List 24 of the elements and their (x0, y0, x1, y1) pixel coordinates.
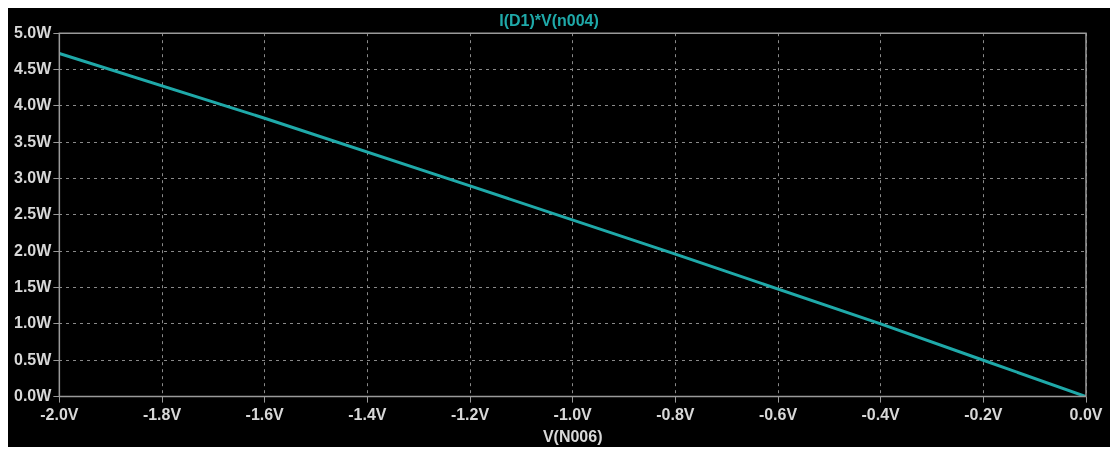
x-tick-label: -1.4V (348, 405, 387, 423)
x-tick-label: -0.2V (964, 405, 1003, 423)
y-tick-label: 3.5W (14, 132, 53, 150)
x-tick-label: 0.0V (1069, 405, 1103, 423)
x-axis-title: V(N006) (542, 427, 603, 445)
y-tick-label: 0.5W (14, 350, 53, 368)
y-tick-label: 2.0W (14, 241, 53, 259)
y-tick-label: 3.0W (14, 168, 53, 186)
y-tick-label: 1.0W (14, 314, 53, 332)
x-tick-label: -0.8V (656, 405, 695, 423)
y-tick-label: 5.0W (14, 23, 53, 41)
y-tick-label: 2.5W (14, 205, 53, 223)
chart-title: I(D1)*V(n004) (499, 12, 599, 30)
x-tick-label: -2.0V (40, 405, 79, 423)
x-tick-label: -1.0V (553, 405, 593, 423)
y-tick-label: 0.0W (14, 387, 53, 405)
y-tick-label: 1.5W (14, 277, 53, 295)
y-tick-label: 4.0W (14, 96, 53, 114)
x-tick-label: -1.8V (142, 405, 182, 423)
x-tick-label: -1.6V (245, 405, 285, 423)
y-tick-label: 4.5W (14, 59, 53, 77)
x-tick-label: -1.2V (450, 405, 490, 423)
x-tick-label: -0.4V (861, 405, 901, 423)
x-tick-label: -0.6V (758, 405, 798, 423)
